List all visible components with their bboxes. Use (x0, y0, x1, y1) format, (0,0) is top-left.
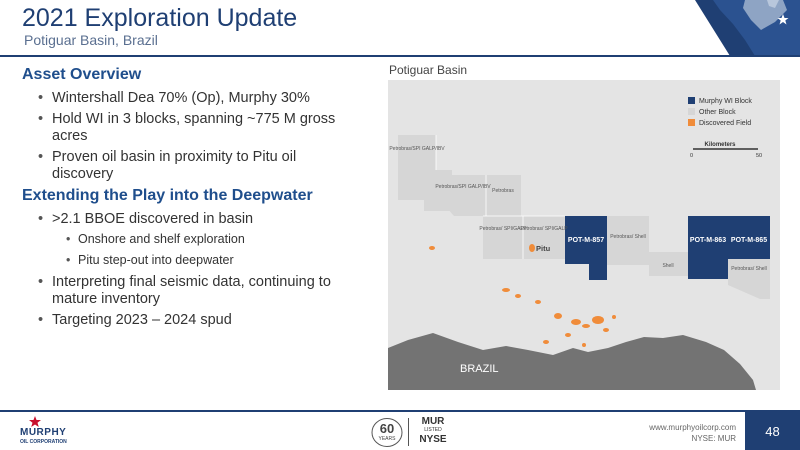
block-label: Petrobras (492, 188, 514, 194)
block-label: Petrobras/SPI GALP/IBV (435, 184, 491, 190)
legend-label-discovered: Discovered Field (699, 120, 751, 127)
bullet-item: Targeting 2023 – 2024 spud (36, 312, 367, 329)
years-number: 60 (379, 421, 395, 436)
sub-bullet-item: Pitu step-out into deepwater (66, 253, 367, 268)
logo-wordmark: MURPHY (20, 427, 67, 438)
sixty-years-badge: 60 YEARS (370, 417, 404, 448)
block-label: Petrobras/ Shell (610, 234, 646, 240)
footer-contact: www.murphyoilcorp.com NYSE: MUR (649, 422, 736, 444)
block-petrobras-spi-galp-2 (523, 216, 565, 259)
sub-bullet-item: Onshore and shelf exploration (66, 232, 367, 247)
scale-min: 0 (690, 153, 693, 159)
logo-subtext: OIL CORPORATION (20, 439, 67, 445)
bullet-item: >2.1 BBOE discovered in basin (36, 211, 367, 228)
asset-overview-list: Wintershall Dea 70% (Op), Murphy 30% Hol… (36, 90, 367, 183)
block-label: Petrobras/ SPI/GALP (479, 226, 527, 232)
block-pot-m-865 (728, 216, 770, 259)
star-icon (777, 14, 789, 25)
block-petrobras-shell-1 (607, 216, 649, 265)
block-petrobras-spi-galp-ibv-2 (440, 175, 486, 216)
scale-max: 50 (756, 153, 762, 159)
block-shell (649, 252, 688, 276)
content-column: Asset Overview Wintershall Dea 70% (Op),… (22, 66, 367, 333)
star-logo-icon (29, 416, 41, 427)
potiguar-basin-map: Petrobras/SPI GALP/IBV Petrobras/SPI GAL… (388, 80, 780, 390)
block-pot-m-863 (688, 216, 728, 279)
block-label: Petrobras/ Shell (731, 266, 767, 272)
map-title: Potiguar Basin (389, 63, 468, 77)
listed-text: LISTED (424, 427, 442, 433)
nyse-listing-badge: MUR LISTED NYSE (413, 416, 453, 445)
ticker-text: MUR (421, 416, 445, 427)
legend-swatch-discovered (688, 119, 695, 126)
bullet-item: Interpreting final seismic data, continu… (36, 274, 372, 308)
block-label-pot-m-863: POT-M-863 (690, 237, 726, 244)
footer-ticker: NYSE: MUR (691, 434, 736, 443)
block-label-pot-m-865: POT-M-865 (731, 237, 767, 244)
legend-label-murphy: Murphy WI Block (699, 98, 752, 105)
block-petrobras-spi-galp-ibv-1 (398, 135, 452, 211)
page-subtitle: Potiguar Basin, Brazil (24, 32, 158, 48)
block-label: Petrobras/SPI GALP/IBV (389, 146, 445, 152)
block-pot-m-857 (565, 216, 607, 280)
bullet-item: Wintershall Dea 70% (Op), Murphy 30% (36, 90, 367, 107)
footer-divider (0, 410, 800, 412)
block-label: Shell (662, 263, 673, 269)
title-divider (0, 55, 800, 57)
block-label-pot-m-857: POT-M-857 (568, 237, 604, 244)
page-number: 48 (745, 412, 800, 450)
block-petrobras-spi-galp-1 (483, 216, 523, 259)
footer-url[interactable]: www.murphyoilcorp.com (649, 423, 736, 432)
legend-swatch-murphy (688, 97, 695, 104)
murphy-logo: MURPHY OIL CORPORATION (20, 416, 80, 446)
scale-label: Kilometers (704, 142, 736, 148)
corner-map-graphic (675, 0, 800, 56)
block-label: Petrobras/ SPI/GALP (520, 226, 568, 232)
page-title: 2021 Exploration Update (22, 4, 298, 32)
brazil-landmass (388, 333, 756, 390)
deepwater-list: >2.1 BBOE discovered in basin Onshore an… (36, 211, 367, 329)
legend-label-other: Other Block (699, 109, 736, 116)
exchange-text: NYSE (419, 434, 447, 445)
brazil-label: BRAZIL (460, 363, 499, 375)
years-word: YEARS (378, 436, 396, 442)
map-legend: Murphy WI Block Other Block Discovered F… (688, 97, 752, 127)
footer-logo-divider (408, 418, 409, 446)
pitu-label: Pitu (536, 244, 551, 253)
scale-bar: Kilometers 0 50 (690, 142, 762, 159)
bullet-item: Proven oil basin in proximity to Pitu oi… (36, 149, 342, 183)
section-heading-deepwater: Extending the Play into the Deepwater (22, 187, 313, 204)
block-petrobras-shell-2 (728, 259, 770, 299)
section-heading-asset-overview: Asset Overview (22, 66, 142, 83)
pitu-field (529, 244, 535, 252)
legend-swatch-other (688, 108, 695, 115)
bullet-item: Hold WI in 3 blocks, spanning ~775 M gro… (36, 111, 352, 145)
block-petrobras (486, 175, 521, 216)
discovered-fields (429, 244, 616, 347)
